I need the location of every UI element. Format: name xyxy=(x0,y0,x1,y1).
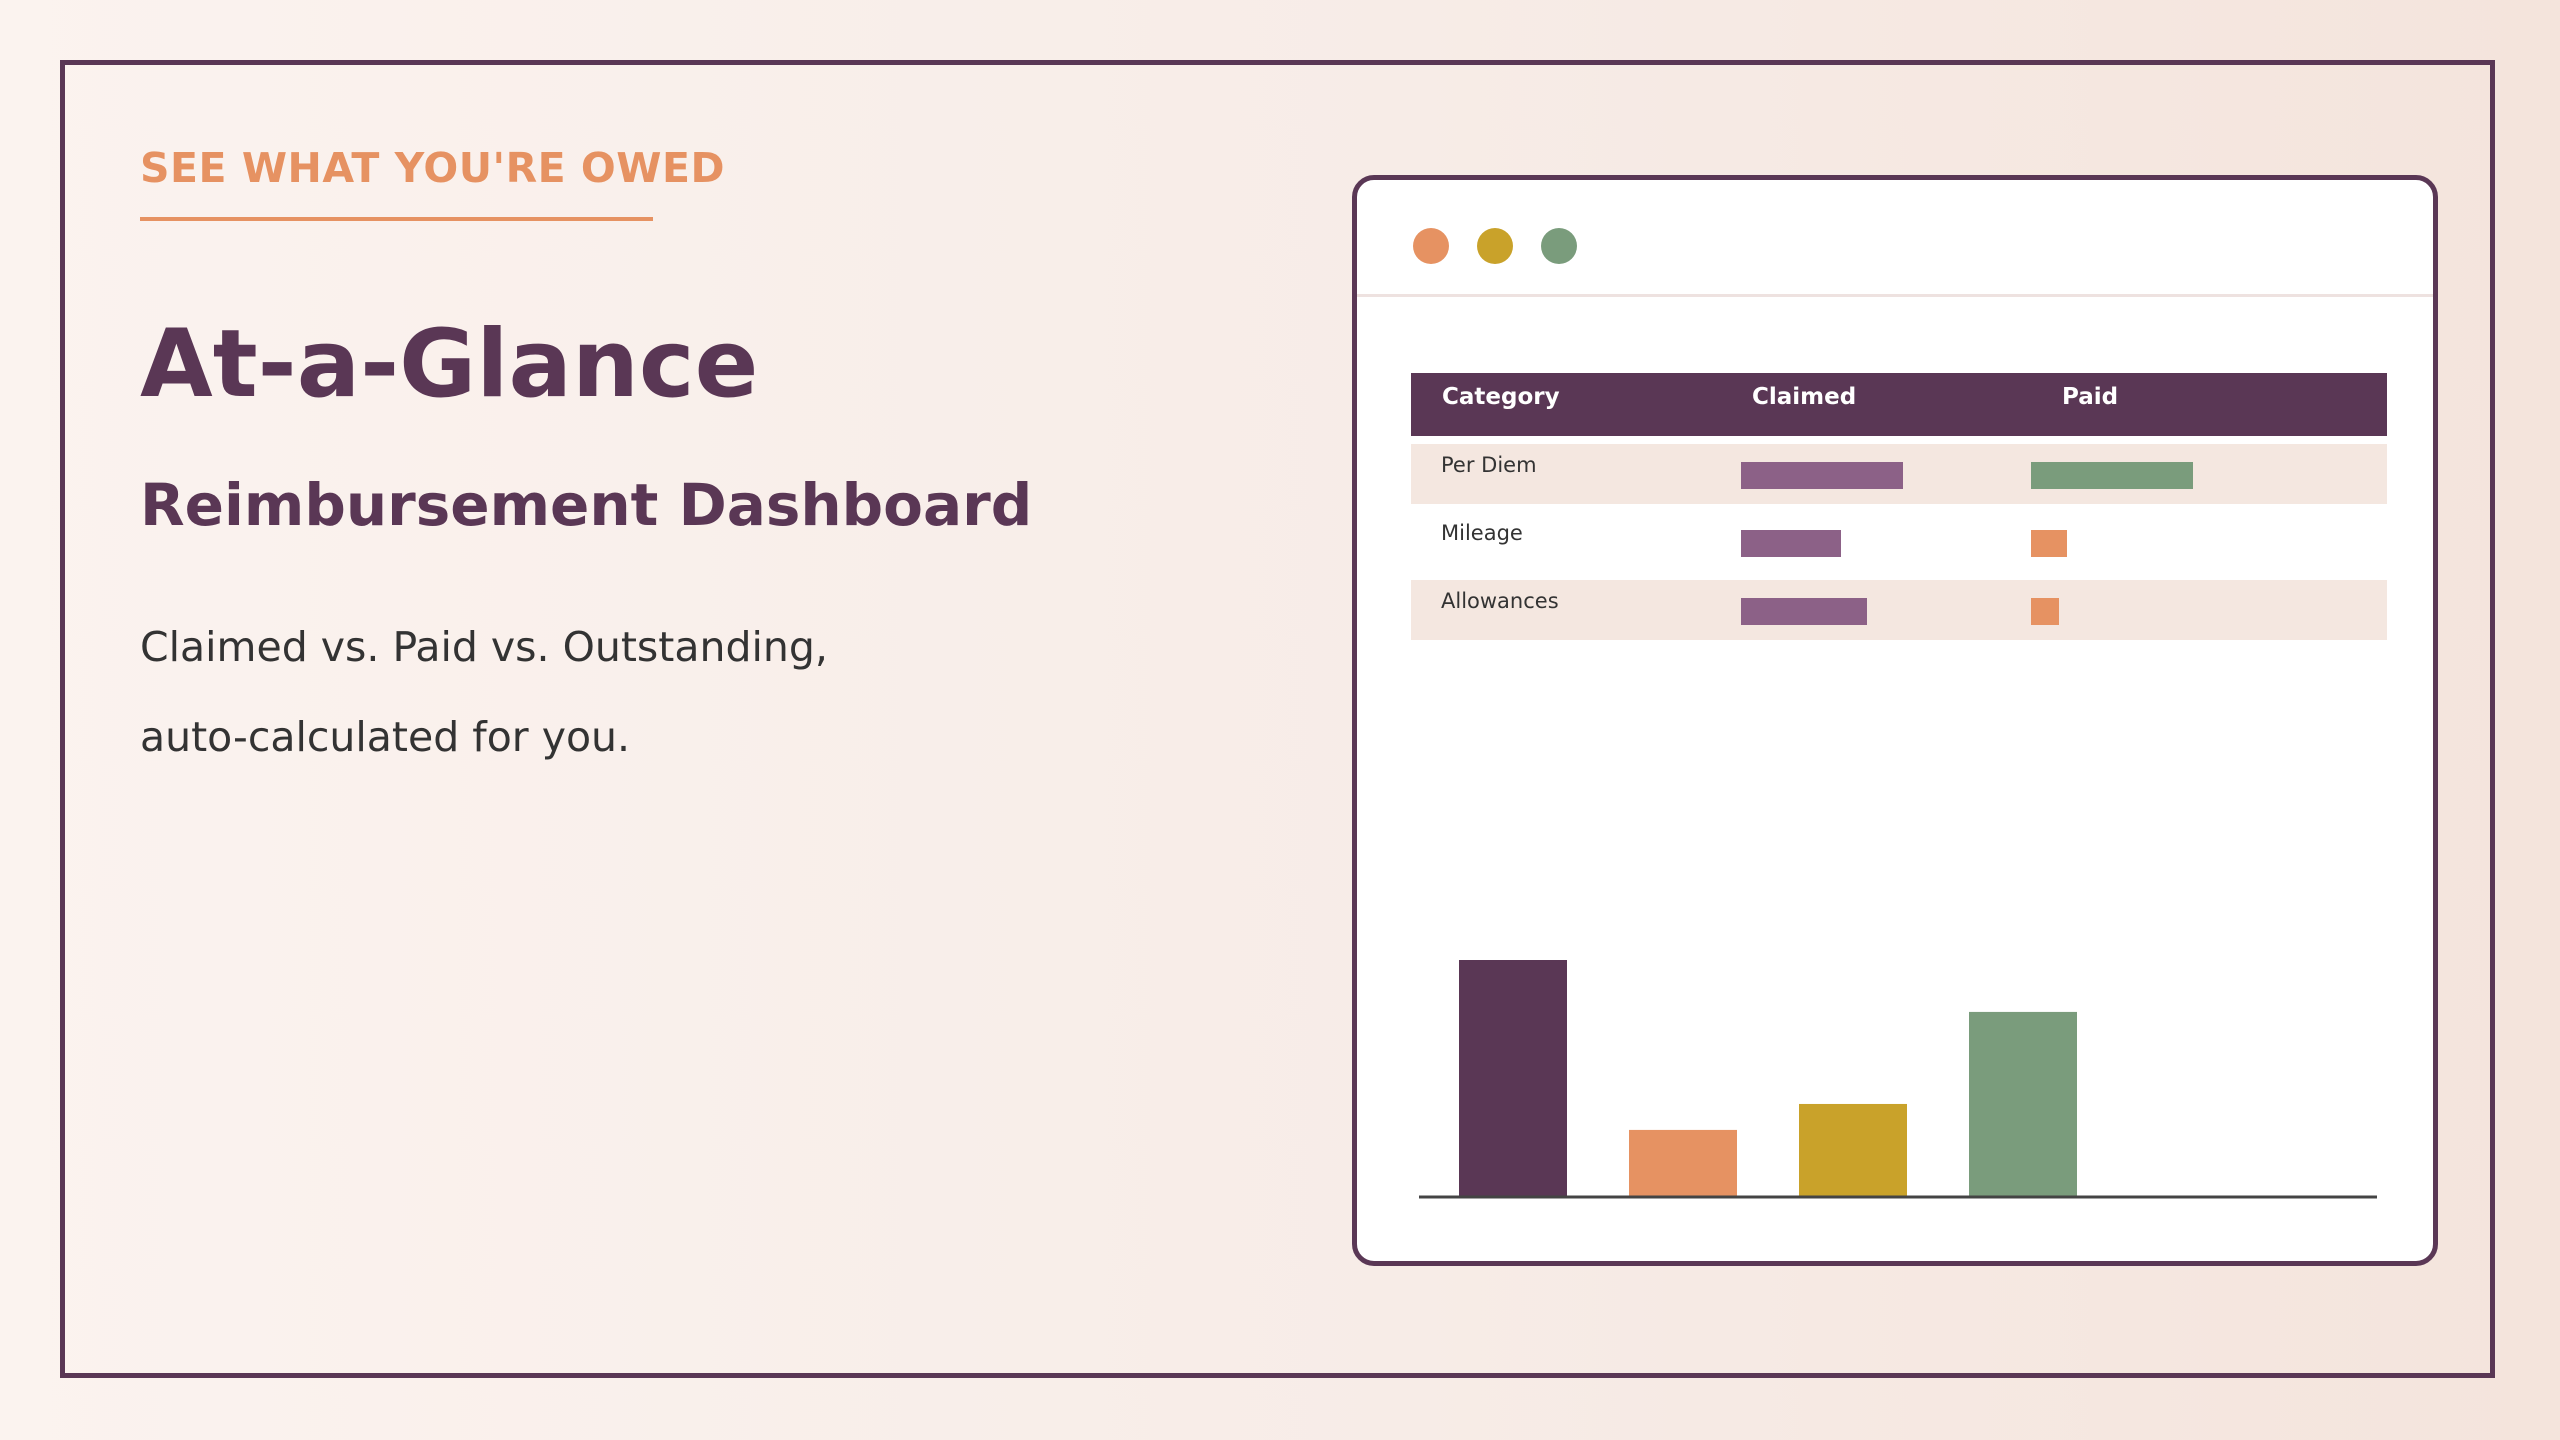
slide-frame xyxy=(60,60,2495,1378)
table-header: Category Claimed Paid xyxy=(1411,373,2387,436)
table-row: Allowances xyxy=(1411,580,2387,640)
paid-bar xyxy=(2031,598,2059,625)
eyebrow-label: SEE WHAT YOU'RE OWED xyxy=(140,144,726,192)
window-titlebar xyxy=(1357,180,2433,297)
mustard-dot[interactable] xyxy=(1477,228,1513,264)
chart-bar xyxy=(1969,1011,2077,1196)
description-line-2: auto-calculated for you. xyxy=(140,713,631,761)
row-category-label: Per Diem xyxy=(1441,453,1537,477)
chart-bar xyxy=(1629,1129,1737,1196)
paid-bar xyxy=(2031,462,2193,489)
chart-bar xyxy=(1459,960,1567,1196)
eyebrow-underline xyxy=(140,217,653,221)
column-header-category: Category xyxy=(1442,384,1560,410)
reimbursement-table: Category Claimed Paid Per Diem Mileage All… xyxy=(1411,373,2387,640)
table-body: Per Diem Mileage Allowances xyxy=(1411,444,2387,640)
column-header-paid: Paid xyxy=(2062,384,2119,410)
paid-bar xyxy=(2031,530,2067,557)
claimed-bar xyxy=(1741,530,1841,557)
chart-bar xyxy=(1799,1103,1907,1196)
claimed-bar xyxy=(1741,462,1903,489)
claimed-bar xyxy=(1741,598,1867,625)
row-category-label: Allowances xyxy=(1441,589,1559,613)
row-category-label: Mileage xyxy=(1441,521,1523,545)
page-title: At-a-Glance xyxy=(140,310,759,419)
sage-dot[interactable] xyxy=(1541,228,1577,264)
table-row: Per Diem xyxy=(1411,444,2387,504)
description-line-1: Claimed vs. Paid vs. Outstanding, xyxy=(140,623,828,671)
summary-bar-chart xyxy=(1419,960,2377,1199)
column-header-claimed: Claimed xyxy=(1752,384,1857,410)
dashboard-window: Category Claimed Paid Per Diem Mileage All… xyxy=(1352,175,2438,1266)
coral-dot[interactable] xyxy=(1413,228,1449,264)
page-subtitle: Reimbursement Dashboard xyxy=(140,471,1033,539)
table-row: Mileage xyxy=(1411,512,2387,572)
